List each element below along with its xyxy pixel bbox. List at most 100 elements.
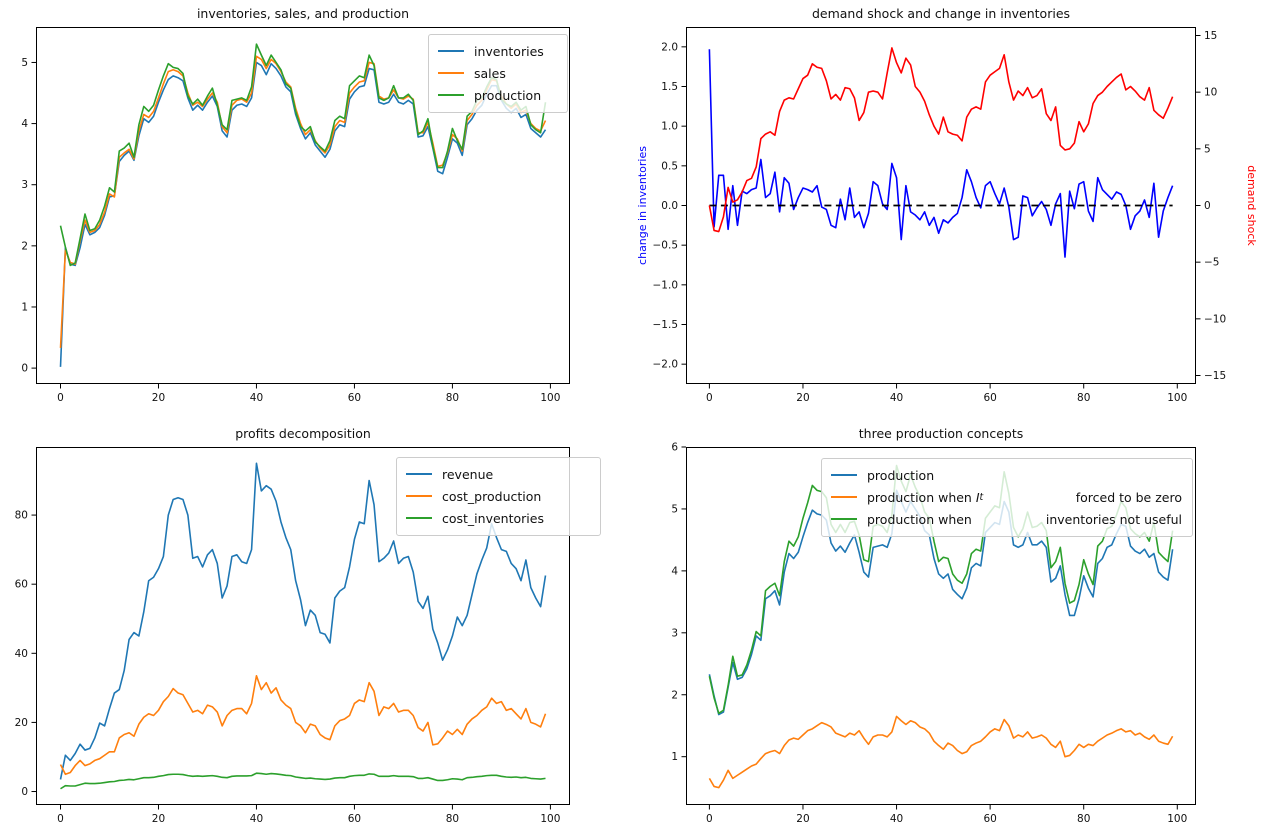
y-tick-label: 0.5	[661, 160, 678, 172]
y-tick-label: 5	[21, 57, 28, 69]
legend-line-swatch	[406, 473, 432, 475]
y-tick-label: 4	[671, 565, 678, 577]
y-right-tick-label: −10	[1204, 313, 1226, 325]
y-right-tick-label: 0	[1204, 200, 1211, 212]
legend-entry: cost_production	[406, 485, 590, 507]
y-tick-label: 6	[671, 442, 678, 454]
y-tick-label: 1	[21, 301, 28, 313]
series-line-production	[708, 489, 1174, 716]
y-right-tick-label: 10	[1204, 87, 1217, 99]
y-tick-label: 60	[15, 579, 28, 591]
y-right-tick-label: 15	[1204, 30, 1217, 42]
x-tick-label: 100	[1167, 813, 1187, 825]
y-tick-label: 2.0	[661, 41, 678, 53]
x-tick-label: 20	[152, 813, 165, 825]
y-tick-label: 3	[671, 627, 678, 639]
legend-entry: production when inventories not useful	[831, 508, 1182, 530]
x-tick-label: 20	[796, 392, 809, 404]
y-tick-label: 0	[21, 786, 28, 798]
legend-line-swatch	[438, 72, 464, 74]
chart-title: profits decomposition	[235, 426, 371, 441]
legend-label: cost_production	[442, 488, 542, 504]
x-tick-label: 0	[706, 813, 713, 825]
x-tick-label: 60	[983, 813, 996, 825]
y-tick-label: 2	[671, 689, 678, 701]
y-tick-label: 1	[671, 751, 678, 763]
axes-frame	[686, 447, 1196, 805]
legend-label: inventories	[474, 43, 544, 59]
legend-label: cost_inventories	[442, 510, 544, 526]
plot-area-profits-decomposition: profits decomposition 0 20 40 60 80 100 0 20 40 60…	[15, 426, 570, 825]
y-tick-label: 3	[21, 179, 28, 191]
legend-label: production	[474, 87, 542, 103]
y-tick-label: 1.5	[661, 81, 678, 93]
series-line-cost-inventories	[60, 772, 546, 790]
chart-profits-decomposition: profits decomposition 0 20 40 60 80 100 0 20 40 60…	[15, 426, 601, 825]
x-tick-label: 100	[540, 392, 560, 404]
x-tick-label: 0	[57, 392, 64, 404]
series-line-revenue	[59, 462, 547, 780]
legend-line-swatch	[438, 50, 464, 52]
x-tick-label: 60	[983, 392, 996, 404]
series-line-cost-production	[59, 674, 547, 776]
series-line-production-when-inventories-not-useful	[708, 464, 1174, 715]
y-tick-label: 2	[21, 240, 28, 252]
legend-entry: production	[831, 464, 1182, 486]
y-tick-label: 0	[21, 363, 28, 375]
y-tick-label: −0.5	[653, 240, 679, 252]
y-tick-label: −1.0	[653, 279, 679, 291]
series-line-production-when-i-t-forced-to-be-zero	[708, 715, 1174, 789]
legend-label: revenue	[442, 466, 494, 482]
chart-title: demand shock and change in inventories	[812, 6, 1070, 21]
legend: inventories sales production	[428, 34, 568, 113]
x-tick-label: 80	[446, 813, 459, 825]
axes-frame	[36, 27, 570, 384]
x-tick-label: 40	[250, 813, 263, 825]
y-right-tick-label: −15	[1204, 370, 1226, 382]
y-tick-label: 1.0	[661, 121, 678, 133]
x-tick-label: 40	[890, 813, 903, 825]
chart-title: inventories, sales, and production	[197, 6, 409, 21]
legend-line-swatch	[406, 517, 432, 519]
series-line-demand-shock	[708, 47, 1174, 233]
x-tick-label: 0	[706, 392, 713, 404]
x-tick-label: 100	[1167, 392, 1187, 404]
legend-entry: production	[438, 84, 557, 106]
y-axis-label-right: demand shock	[1245, 165, 1258, 246]
legend-entry: revenue	[406, 463, 590, 485]
legend-line-swatch	[406, 495, 432, 497]
legend-line-swatch	[831, 474, 857, 476]
x-tick-label: 60	[348, 392, 361, 404]
series-line-change-in-inventories	[708, 49, 1174, 258]
axes-frame	[36, 447, 570, 805]
y-tick-label: 0.0	[661, 200, 678, 212]
x-tick-label: 40	[250, 392, 263, 404]
y-tick-label: 20	[15, 717, 28, 729]
y-right-tick-label: 5	[1204, 143, 1211, 155]
legend-entry: inventories	[438, 40, 557, 62]
y-tick-label: −1.5	[653, 319, 679, 331]
y-tick-label: 4	[21, 118, 28, 130]
y-tick-label: 5	[671, 503, 678, 515]
plot-area-demand-shock-change-inventories: demand shock and change in inventories 0 2…	[636, 6, 1258, 404]
x-tick-label: 60	[348, 813, 361, 825]
chart-inventories-sales-production: inventories, sales, and production 0 20 40 6…	[21, 6, 570, 404]
y-tick-label: −2.0	[653, 359, 679, 371]
axes-frame	[686, 27, 1196, 384]
x-tick-label: 20	[796, 813, 809, 825]
y-axis-label-left: change in inventories	[636, 146, 649, 265]
y-tick-label: 40	[15, 648, 28, 660]
x-tick-label: 80	[1077, 813, 1090, 825]
x-tick-label: 20	[152, 392, 165, 404]
x-tick-label: 80	[446, 392, 459, 404]
math-subscript: t	[979, 491, 984, 503]
chart-three-production-concepts: three production concepts 0 20 40 60 80 100 1 2 3…	[671, 426, 1196, 825]
legend-entry: sales	[438, 62, 557, 84]
math-symbol: I	[975, 489, 980, 505]
plot-area-three-production-concepts: three production concepts 0 20 40 60 80 100 1 2 3…	[671, 426, 1196, 825]
legend-label: production when	[867, 511, 972, 527]
chart-title: three production concepts	[859, 426, 1024, 441]
legend-label-tail: inventories not useful	[1045, 511, 1182, 527]
legend-line-swatch	[831, 518, 857, 520]
